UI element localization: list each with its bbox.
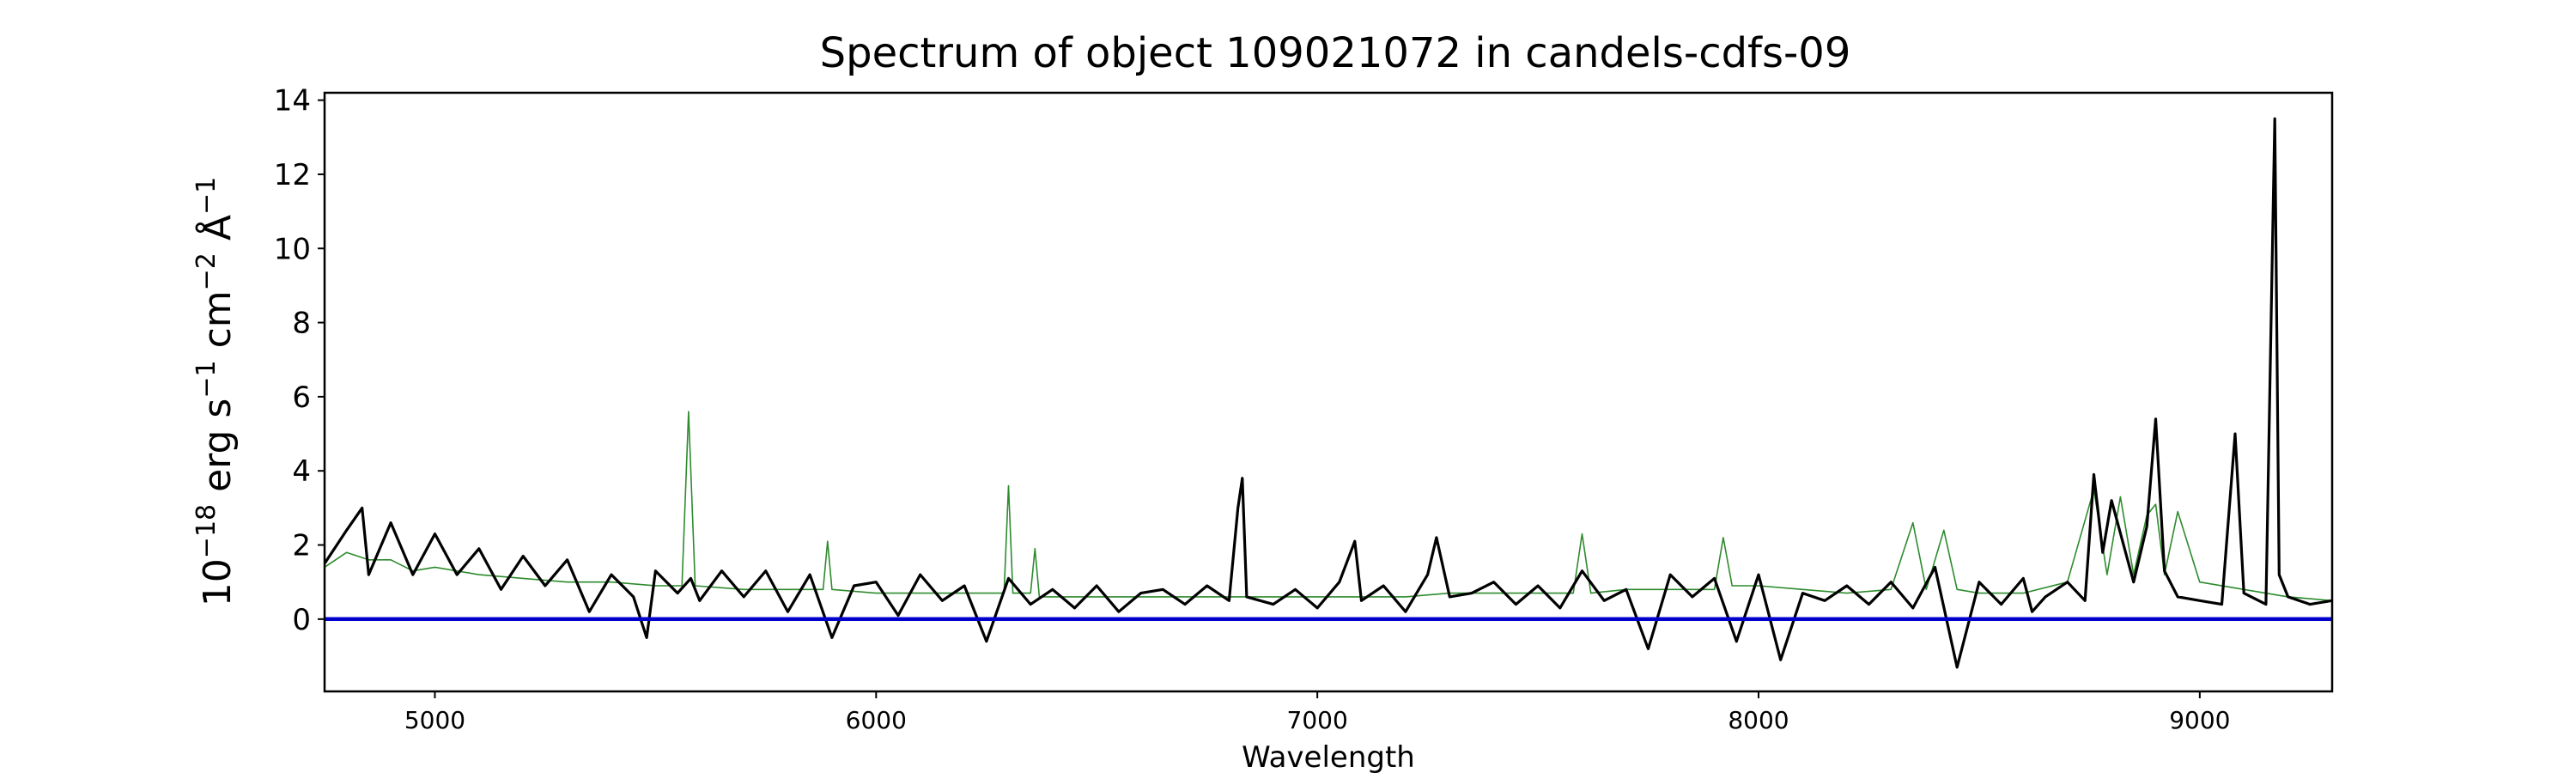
y-label-exp1: −18 [191, 504, 222, 558]
y-tick-label: 0 [292, 603, 311, 637]
y-label-exp3: −2 [191, 253, 222, 290]
y-label-cm: cm [196, 290, 240, 360]
plot-frame [323, 91, 2334, 693]
y-label-exp2: −1 [191, 360, 222, 398]
x-tick-label: 9000 [2169, 706, 2230, 734]
y-tick-label: 10 [274, 232, 311, 266]
series-line-spectrum [325, 117, 2332, 669]
chart-title: Spectrum of object 109021072 in candels-… [820, 29, 1851, 77]
x-axis-label: Wavelength [1242, 740, 1415, 773]
x-tick-label: 7000 [1287, 706, 1348, 734]
y-tick-label: 4 [292, 454, 311, 489]
y-label-ang: Å [194, 215, 240, 253]
x-tick-label: 8000 [1728, 706, 1789, 734]
y-tick-label: 2 [292, 529, 311, 563]
y-label-base: 10 [196, 558, 240, 606]
y-label-exp4: −1 [191, 177, 222, 215]
x-tick-label: 5000 [404, 706, 465, 734]
series-layer [325, 117, 2332, 669]
x-axis: 5000 6000 7000 8000 9000 [404, 691, 2230, 734]
series-line-model [325, 411, 2332, 602]
y-tick-label: 8 [292, 307, 311, 341]
y-axis-label: 10−18 erg s−1 cm−2 Å−1 [191, 177, 240, 606]
y-tick-label: 14 [274, 84, 311, 119]
y-tick-label: 12 [274, 158, 311, 192]
y-axis: 0 2 4 6 8 10 12 14 [274, 84, 325, 637]
y-tick-label: 6 [292, 380, 311, 415]
y-label-erg: erg s [196, 399, 240, 504]
x-tick-label: 6000 [846, 706, 907, 734]
